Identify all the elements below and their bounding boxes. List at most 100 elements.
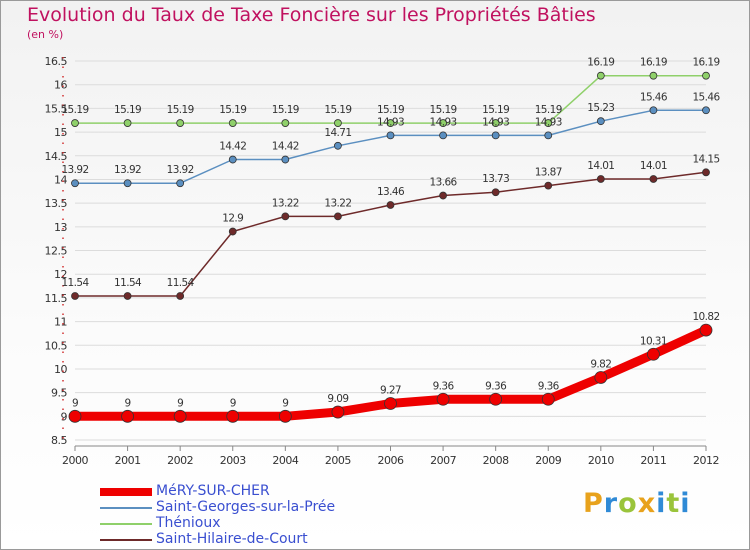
data-point xyxy=(489,392,503,406)
data-label: 14.93 xyxy=(430,116,457,128)
legend-item: MéRY-SUR-CHER xyxy=(100,483,360,500)
data-label: 14.71 xyxy=(324,127,351,139)
data-label: 15.19 xyxy=(219,104,246,116)
data-label: 9.09 xyxy=(327,393,348,405)
legend-swatch xyxy=(100,488,152,496)
data-label: 14.01 xyxy=(640,160,667,172)
data-label: 11.54 xyxy=(167,277,195,289)
data-label: 16.19 xyxy=(587,57,614,69)
data-point xyxy=(334,212,342,221)
chart-title: Evolution du Taux de Taxe Foncière sur l… xyxy=(27,4,596,26)
data-point xyxy=(596,175,605,183)
data-label: 9 xyxy=(125,397,131,409)
data-label: 13.22 xyxy=(272,197,299,209)
data-label: 9.82 xyxy=(590,358,611,370)
data-label: 14.42 xyxy=(272,141,299,153)
data-point xyxy=(228,119,237,127)
y-tick-label: 16 xyxy=(54,79,67,92)
data-point xyxy=(334,119,342,127)
x-tick-label: 2009 xyxy=(535,454,561,467)
data-label: 15.19 xyxy=(324,104,351,116)
legend-item: Thénioux xyxy=(100,515,360,532)
data-label: 9.36 xyxy=(433,380,455,392)
data-point xyxy=(436,392,450,406)
data-point xyxy=(541,392,555,406)
data-point xyxy=(596,71,605,80)
data-point xyxy=(176,292,185,300)
data-label: 13.92 xyxy=(167,164,194,176)
data-label: 15.19 xyxy=(114,104,141,116)
data-point xyxy=(121,409,134,423)
data-label: 15.19 xyxy=(535,104,562,116)
data-point xyxy=(699,323,713,337)
data-label: 10.31 xyxy=(640,335,667,347)
data-label: 13.73 xyxy=(482,173,509,185)
data-label: 14.93 xyxy=(482,116,509,128)
x-tick-label: 2012 xyxy=(693,454,719,467)
data-label: 12.9 xyxy=(222,213,243,225)
y-tick-label: 16.5 xyxy=(45,55,68,68)
data-label: 9.36 xyxy=(538,380,560,392)
data-point xyxy=(702,168,710,177)
data-label: 15.46 xyxy=(640,91,668,103)
data-point xyxy=(439,131,447,140)
data-point xyxy=(649,106,658,115)
legend-swatch xyxy=(100,523,152,525)
data-point xyxy=(386,131,395,140)
y-tick-label: 11 xyxy=(54,316,67,329)
legend-swatch xyxy=(100,507,152,509)
data-point xyxy=(649,71,658,80)
data-point xyxy=(123,292,132,300)
logo-letter: r xyxy=(603,488,619,519)
data-label: 9.27 xyxy=(380,385,401,397)
legend-label: Saint-Georges-sur-la-Prée xyxy=(156,499,336,515)
x-tick-label: 2007 xyxy=(430,454,456,467)
data-point xyxy=(123,119,132,127)
proxiti-logo: Proxiti xyxy=(583,488,691,519)
data-label: 15.19 xyxy=(377,104,404,116)
y-tick-label: 14.5 xyxy=(45,150,68,163)
data-point xyxy=(278,409,292,423)
y-tick-label: 12 xyxy=(54,268,67,281)
y-tick-label: 13.5 xyxy=(45,197,68,210)
data-label: 16.19 xyxy=(692,57,719,69)
x-tick-label: 2005 xyxy=(325,454,351,467)
data-point xyxy=(439,191,447,200)
y-tick-label: 12.5 xyxy=(45,245,68,258)
data-label: 9 xyxy=(282,397,288,409)
data-label: 15.23 xyxy=(587,102,614,114)
x-tick-label: 2001 xyxy=(115,454,141,467)
x-tick-label: 2004 xyxy=(272,454,298,467)
x-tick-label: 2003 xyxy=(220,454,246,467)
data-point xyxy=(334,141,342,150)
data-point xyxy=(228,227,237,236)
y-tick-label: 9.5 xyxy=(51,387,67,400)
logo-letter: x xyxy=(637,488,657,519)
data-point xyxy=(123,179,132,188)
data-point xyxy=(228,155,237,164)
y-tick-label: 8.5 xyxy=(51,434,67,447)
data-label: 15.19 xyxy=(272,104,299,116)
data-label: 11.54 xyxy=(61,277,89,289)
data-point xyxy=(173,409,187,423)
data-point xyxy=(649,175,658,183)
data-label: 13.92 xyxy=(61,164,88,176)
data-point xyxy=(71,119,79,127)
y-tick-label: 15 xyxy=(54,126,67,139)
logo-letter: P xyxy=(583,488,604,519)
legend-item: Saint-Georges-sur-la-Prée xyxy=(100,499,360,516)
data-label: 16.19 xyxy=(640,57,667,69)
logo-letter: o xyxy=(618,488,638,519)
legend-label: Thénioux xyxy=(156,515,221,531)
data-point xyxy=(544,131,553,140)
x-tick-label: 2010 xyxy=(588,454,614,467)
data-point xyxy=(491,131,500,140)
data-point xyxy=(71,292,79,300)
data-label: 14.15 xyxy=(692,153,719,165)
y-tick-label: 14 xyxy=(54,173,67,186)
line-chart: 8.5 9 9.5 10 10.5 11 11.5 12 12.5 13 13.5 14 14.5 15 1… xyxy=(45,55,722,467)
data-label: 14.93 xyxy=(377,116,404,128)
x-tick-label: 2008 xyxy=(483,454,509,467)
data-label: 9.36 xyxy=(485,380,507,392)
data-point xyxy=(281,119,290,127)
